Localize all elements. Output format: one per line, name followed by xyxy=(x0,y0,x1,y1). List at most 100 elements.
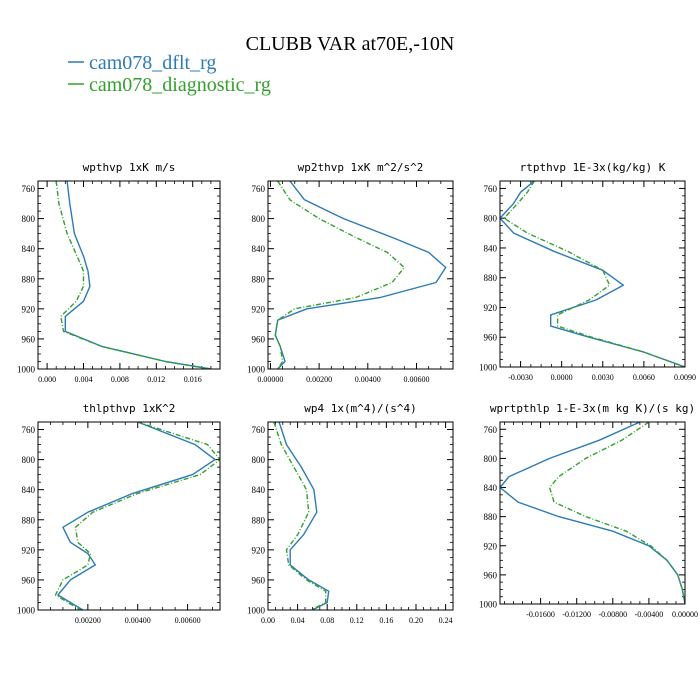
plot-frame xyxy=(37,421,221,611)
series-line-dflt xyxy=(57,422,216,610)
y-tick-label: 760 xyxy=(22,184,36,194)
y-tick-label: 960 xyxy=(252,334,266,344)
series-group xyxy=(274,181,447,369)
y-tick-label: 920 xyxy=(484,303,498,313)
x-tick-label: 0.008 xyxy=(111,375,129,384)
legend-label-dflt: cam078_dflt_rg xyxy=(89,52,216,74)
y-tick-label: 800 xyxy=(484,214,498,224)
x-tick-label: -0.01600 xyxy=(526,610,555,619)
y-tick-label: 760 xyxy=(484,184,498,194)
x-tick-label: -0.0030 xyxy=(508,373,533,382)
legend-label-diagnostic: cam078_diagnostic_rg xyxy=(89,74,271,96)
y-tick-label: 880 xyxy=(484,273,498,283)
panel-title: wp4 1x(m^4)/(s^4) xyxy=(304,402,417,415)
x-tick-label: 0.16 xyxy=(379,616,393,625)
y-tick-label: 800 xyxy=(252,455,266,465)
x-tick-label: 0.08 xyxy=(320,616,334,625)
series-line-dflt xyxy=(500,181,685,367)
panel-title: wp2thvp 1xK m^2/s^2 xyxy=(298,161,424,174)
y-tick-label: 760 xyxy=(252,184,266,194)
y-tick-label: 800 xyxy=(22,214,36,224)
x-tick-label: 0.00600 xyxy=(175,616,201,625)
x-tick-label: 0.04 xyxy=(291,616,305,625)
y-tick-label: 880 xyxy=(22,515,36,525)
plot-frame xyxy=(37,180,221,370)
x-tick-label: 0.000 xyxy=(38,375,56,384)
x-tick-label: 0.00400 xyxy=(355,375,381,384)
x-tick-label: 0.0060 xyxy=(633,373,655,382)
y-tick-label: 1000 xyxy=(479,363,498,373)
y-tick-label: 1000 xyxy=(247,606,266,616)
series-line-diagnostic xyxy=(273,422,327,610)
series-group xyxy=(500,181,685,367)
x-tick-label: 0.20 xyxy=(409,616,423,625)
panel-title: wpthvp 1xK m/s xyxy=(83,161,176,174)
y-tick-label: 1000 xyxy=(17,365,36,375)
y-tick-label: 920 xyxy=(252,304,266,314)
y-tick-label: 760 xyxy=(22,425,36,435)
panel-title: thlpthvp 1xK^2 xyxy=(83,402,176,415)
series-line-dflt xyxy=(274,181,447,369)
series-line-dflt xyxy=(500,422,685,604)
y-tick-label: 840 xyxy=(484,243,498,253)
panel-2: wp2thvp 1xK m^2/s^2 760 800 840 880 920 960 100… xyxy=(247,161,454,384)
panel-3: rtpthvp 1E-3x(kg/kg) K 760 800 840 880 920 960… xyxy=(479,161,696,382)
x-tick-label: 0.12 xyxy=(350,616,364,625)
figure-legend: cam078_dflt_rg cam078_diagnostic_rg xyxy=(68,52,271,96)
y-tick-label: 840 xyxy=(252,485,266,495)
panel-title: wprtpthlp 1-E-3x(m kg K)/(s kg) xyxy=(490,402,695,415)
y-tick-label: 800 xyxy=(22,455,36,465)
x-tick-label: -0.01200 xyxy=(562,610,591,619)
y-tick-label: 840 xyxy=(22,485,36,495)
y-tick-label: 960 xyxy=(484,570,498,580)
series-line-diagnostic xyxy=(55,181,212,369)
series-line-diagnostic xyxy=(274,181,405,369)
series-line-dflt xyxy=(64,181,212,369)
x-tick-label: 0.0000 xyxy=(551,373,573,382)
plot-frame xyxy=(267,180,454,370)
panel-1: wpthvp 1xK m/s76080084088092096010000.00… xyxy=(17,161,221,384)
y-tick-label: 840 xyxy=(484,483,498,493)
x-tick-label: -0.00800 xyxy=(598,610,627,619)
y-tick-label: 800 xyxy=(484,454,498,464)
y-tick-label: 960 xyxy=(22,334,36,344)
plot-frame xyxy=(499,421,686,605)
x-tick-label: 0.00000 xyxy=(672,610,698,619)
x-tick-label: 0.0030 xyxy=(592,373,614,382)
y-tick-label: 800 xyxy=(252,214,266,224)
panel-title: rtpthvp 1E-3x(kg/kg) K xyxy=(520,161,666,174)
y-tick-label: 920 xyxy=(484,541,498,551)
y-tick-label: 760 xyxy=(484,425,498,435)
plot-frame xyxy=(267,421,454,611)
panel-6: wprtpthlp 1-E-3x(m kg K)/(s kg) 760 800 840… xyxy=(479,402,698,619)
series-line-diagnostic xyxy=(54,422,220,610)
y-tick-label: 1000 xyxy=(479,600,498,610)
y-tick-label: 1000 xyxy=(17,606,36,616)
y-tick-label: 960 xyxy=(252,575,266,585)
y-tick-label: 920 xyxy=(22,545,36,555)
panel-5: wp4 1x(m^4)/(s^4)76080084088092096010000… xyxy=(247,402,454,625)
y-tick-label: 920 xyxy=(252,545,266,555)
x-tick-label: 0.0090 xyxy=(674,373,696,382)
figure-title: CLUBB VAR at70E,-10N xyxy=(246,33,455,55)
plot-frame xyxy=(499,180,686,368)
series-group xyxy=(55,181,212,369)
x-tick-label: 0.00200 xyxy=(75,616,101,625)
x-tick-label: 0.016 xyxy=(184,375,202,384)
y-tick-label: 760 xyxy=(252,425,266,435)
y-tick-label: 960 xyxy=(484,333,498,343)
y-tick-label: 880 xyxy=(252,274,266,284)
series-group xyxy=(500,422,685,604)
x-tick-label: 0.00 xyxy=(261,616,275,625)
y-tick-label: 880 xyxy=(252,515,266,525)
x-tick-label: 0.00200 xyxy=(306,375,332,384)
panel-4: thlpthvp 1xK^2 760 800 840 880 920 960 1000 0.00… xyxy=(17,402,221,625)
x-tick-label: 0.00400 xyxy=(125,616,151,625)
y-tick-label: 1000 xyxy=(247,365,266,375)
series-line-diagnostic xyxy=(503,181,685,367)
x-tick-label: 0.24 xyxy=(439,616,453,625)
series-group xyxy=(54,422,220,610)
y-tick-label: 960 xyxy=(22,575,36,585)
y-tick-label: 840 xyxy=(252,244,266,254)
